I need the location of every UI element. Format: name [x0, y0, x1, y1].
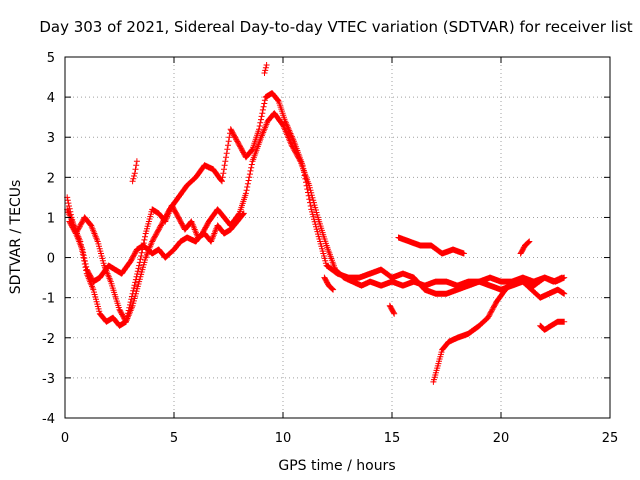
- series-receiver-track-3: [64, 202, 247, 329]
- x-tick-label: 25: [602, 431, 619, 446]
- y-axis-label: SDTVAR / TECUs: [8, 180, 24, 295]
- data-points-receiver-track-9: [129, 158, 140, 185]
- x-axis-label: GPS time / hours: [278, 458, 395, 474]
- x-tick-label: 0: [61, 431, 69, 446]
- series-receiver-track-10: [321, 274, 337, 293]
- chart-title: Day 303 of 2021, Sidereal Day-to-day VTE…: [39, 18, 632, 36]
- data-points-receiver-track-3: [64, 202, 247, 329]
- data-points-receiver-track-4: [395, 234, 467, 257]
- grid: [65, 57, 610, 418]
- y-tick-label: -3: [42, 372, 55, 387]
- plot-frame: [64, 56, 611, 419]
- y-tick-label: 4: [47, 91, 55, 106]
- axis-ticks: 0 5 10 15 20 25 -4 -3 -2 -1 0 1 2 3 4 5: [42, 51, 618, 446]
- x-tick-label: 10: [275, 431, 292, 446]
- y-tick-label: 3: [47, 131, 55, 146]
- x-tick-label: 20: [493, 431, 510, 446]
- data-points-receiver-track-6: [537, 318, 568, 333]
- x-tick-label: 5: [170, 431, 178, 446]
- series-receiver-track-7: [517, 238, 533, 257]
- x-tick-label: 15: [384, 431, 401, 446]
- data-points-receiver-track-8: [386, 302, 398, 317]
- series-receiver-track-4: [395, 234, 467, 257]
- series-receiver-track-8: [386, 302, 398, 317]
- data-points-receiver-track-7: [517, 238, 533, 257]
- series-receiver-track-5: [430, 278, 568, 385]
- y-tick-label: 1: [47, 211, 55, 226]
- series-receiver-track-6: [537, 318, 568, 333]
- y-tick-label: -4: [42, 412, 55, 427]
- data-points-receiver-track-5: [430, 278, 568, 385]
- series-receiver-track-11: [261, 62, 270, 76]
- y-tick-label: -2: [42, 332, 55, 347]
- series-receiver-track-9: [129, 158, 140, 185]
- y-tick-label: 5: [47, 51, 55, 66]
- data-points-receiver-track-10: [321, 274, 337, 293]
- data-layer: [64, 62, 568, 385]
- data-points-receiver-track-11: [261, 62, 270, 76]
- y-tick-label: 0: [47, 252, 55, 267]
- y-tick-label: -1: [42, 292, 55, 307]
- y-tick-label: 2: [47, 171, 55, 186]
